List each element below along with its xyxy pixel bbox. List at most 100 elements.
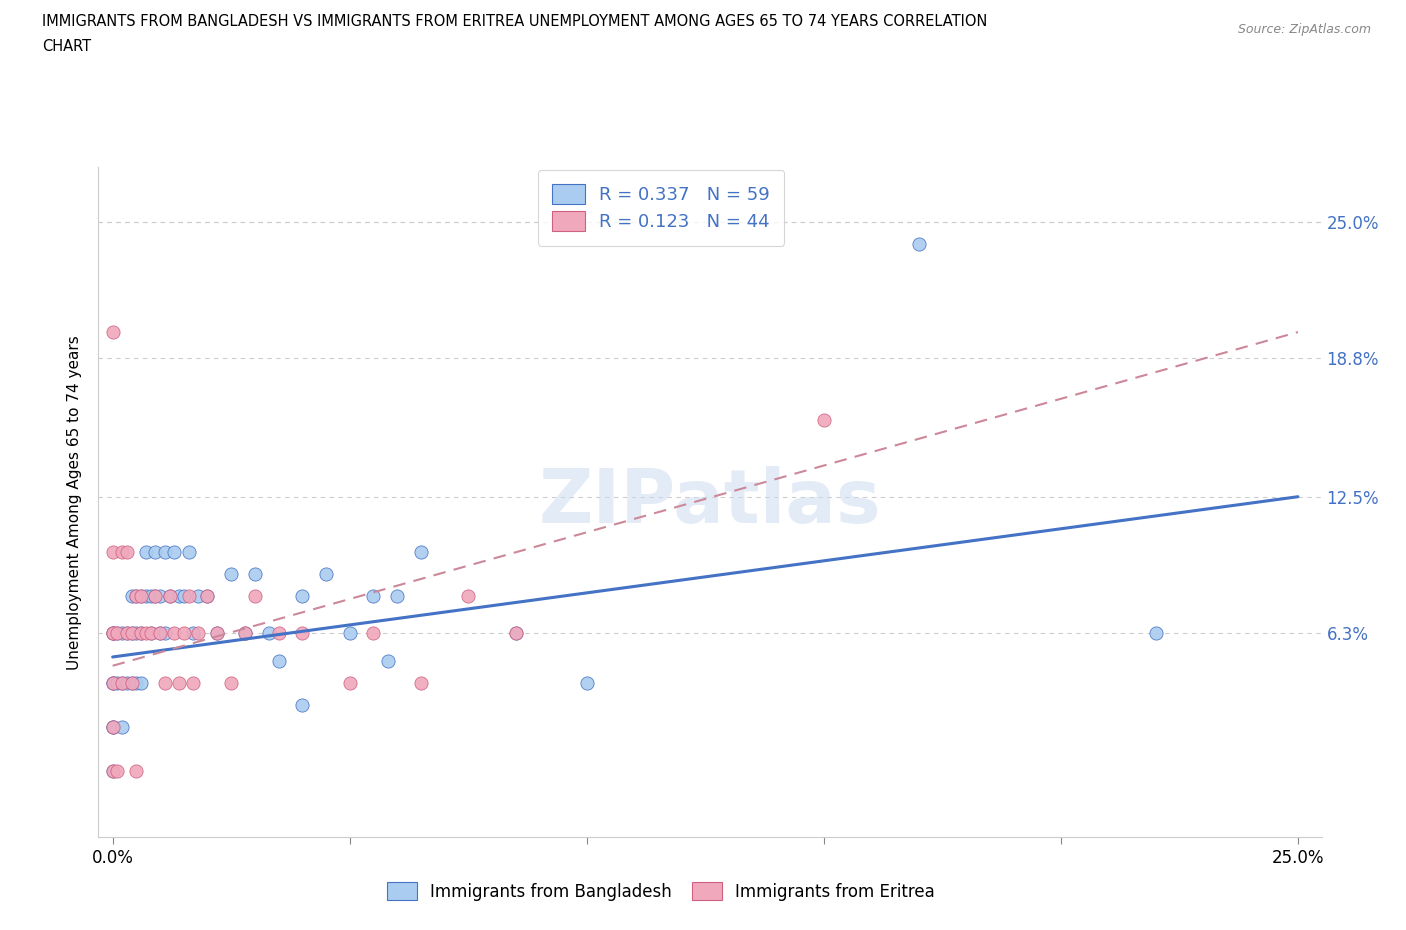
Text: ZIPatlas: ZIPatlas	[538, 466, 882, 538]
Point	[149, 625, 172, 640]
Legend: Immigrants from Bangladesh, Immigrants from Eritrea: Immigrants from Bangladesh, Immigrants f…	[378, 873, 943, 909]
Point	[125, 588, 148, 603]
Y-axis label: Unemployment Among Ages 65 to 74 years: Unemployment Among Ages 65 to 74 years	[67, 335, 83, 670]
Point	[205, 625, 228, 640]
Point	[115, 676, 138, 691]
Point	[173, 625, 195, 640]
Point	[143, 544, 166, 559]
Point	[187, 588, 209, 603]
Point	[105, 764, 128, 778]
Point	[143, 588, 166, 603]
Point	[197, 588, 219, 603]
Point	[129, 588, 152, 603]
Point	[907, 237, 929, 252]
Point	[149, 625, 172, 640]
Text: CHART: CHART	[42, 39, 91, 54]
Point	[111, 625, 134, 640]
Point	[153, 544, 176, 559]
Point	[243, 566, 266, 581]
Point	[339, 676, 361, 691]
Point	[149, 588, 172, 603]
Point	[197, 588, 219, 603]
Point	[125, 588, 148, 603]
Point	[219, 566, 242, 581]
Point	[129, 625, 152, 640]
Point	[105, 676, 128, 691]
Point	[363, 625, 385, 640]
Point	[575, 676, 598, 691]
Point	[129, 676, 152, 691]
Point	[159, 588, 181, 603]
Point	[121, 588, 143, 603]
Point	[101, 764, 124, 778]
Point	[159, 588, 181, 603]
Point	[121, 625, 143, 640]
Point	[153, 625, 176, 640]
Point	[363, 588, 385, 603]
Point	[105, 625, 128, 640]
Point	[257, 625, 280, 640]
Point	[115, 625, 138, 640]
Point	[385, 588, 408, 603]
Point	[135, 625, 157, 640]
Point	[125, 625, 148, 640]
Point	[505, 625, 527, 640]
Text: IMMIGRANTS FROM BANGLADESH VS IMMIGRANTS FROM ERITREA UNEMPLOYMENT AMONG AGES 65: IMMIGRANTS FROM BANGLADESH VS IMMIGRANTS…	[42, 14, 987, 29]
Point	[101, 676, 124, 691]
Point	[173, 588, 195, 603]
Text: Source: ZipAtlas.com: Source: ZipAtlas.com	[1237, 23, 1371, 36]
Point	[813, 412, 835, 427]
Point	[101, 720, 124, 735]
Point	[163, 544, 186, 559]
Point	[121, 676, 143, 691]
Point	[377, 654, 399, 669]
Point	[163, 625, 186, 640]
Point	[339, 625, 361, 640]
Point	[505, 625, 527, 640]
Point	[101, 676, 124, 691]
Point	[139, 625, 162, 640]
Point	[105, 625, 128, 640]
Point	[125, 676, 148, 691]
Point	[111, 676, 134, 691]
Point	[267, 625, 290, 640]
Point	[115, 625, 138, 640]
Point	[187, 625, 209, 640]
Point	[167, 588, 190, 603]
Point	[101, 625, 124, 640]
Point	[111, 544, 134, 559]
Point	[139, 588, 162, 603]
Point	[101, 676, 124, 691]
Point	[129, 588, 152, 603]
Point	[121, 625, 143, 640]
Point	[177, 544, 200, 559]
Point	[101, 625, 124, 640]
Point	[167, 676, 190, 691]
Point	[205, 625, 228, 640]
Point	[181, 676, 204, 691]
Point	[129, 625, 152, 640]
Point	[135, 588, 157, 603]
Point	[153, 676, 176, 691]
Point	[101, 720, 124, 735]
Point	[291, 698, 314, 712]
Point	[219, 676, 242, 691]
Point	[409, 544, 432, 559]
Point	[1144, 625, 1167, 640]
Point	[101, 720, 124, 735]
Point	[243, 588, 266, 603]
Point	[101, 764, 124, 778]
Point	[315, 566, 337, 581]
Point	[409, 676, 432, 691]
Point	[291, 588, 314, 603]
Point	[235, 625, 257, 640]
Point	[181, 625, 204, 640]
Point	[235, 625, 257, 640]
Point	[115, 544, 138, 559]
Point	[457, 588, 479, 603]
Point	[101, 544, 124, 559]
Point	[111, 676, 134, 691]
Point	[101, 625, 124, 640]
Point	[101, 625, 124, 640]
Point	[139, 625, 162, 640]
